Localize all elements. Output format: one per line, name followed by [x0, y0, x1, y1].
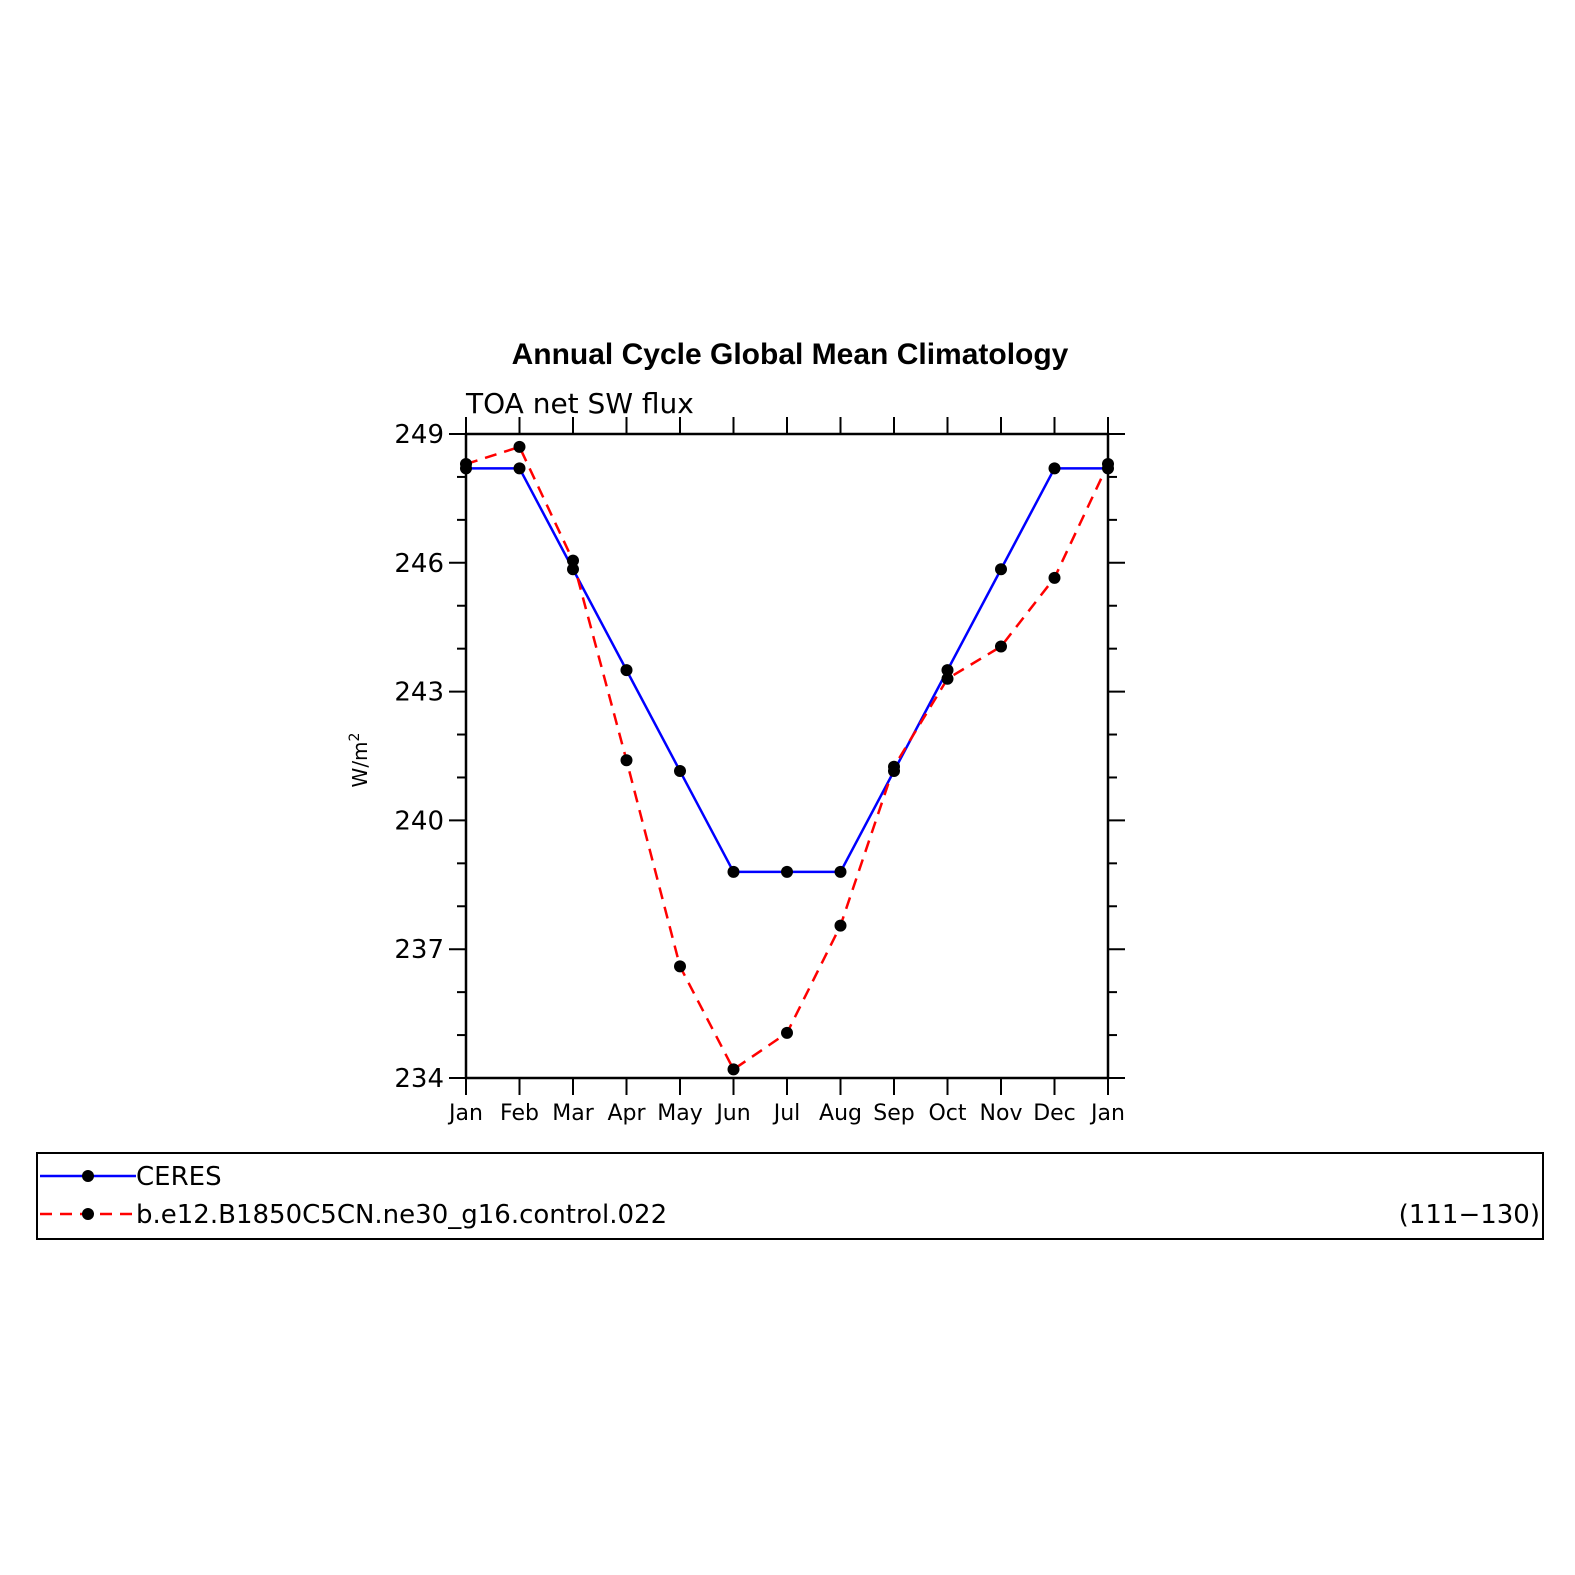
- series-2-point: [460, 458, 472, 471]
- series-1-point: [620, 664, 633, 677]
- y-tick-label: 240: [394, 806, 444, 836]
- y-axis-label-sup: 2: [347, 733, 363, 742]
- chart-subtitle: TOA net SW flux: [465, 387, 694, 420]
- series-2-point: [995, 640, 1007, 653]
- x-tick-label: Aug: [819, 1101, 862, 1126]
- legend-note: (111−130): [1399, 1200, 1540, 1230]
- y-tick-label: 249: [394, 420, 444, 450]
- y-axis-label-base: W/m: [348, 741, 372, 787]
- series-2-point: [674, 960, 686, 973]
- plot-frame: [464, 432, 1110, 1080]
- series-1-point: [781, 865, 793, 878]
- x-tick-label: Jul: [772, 1101, 801, 1126]
- x-tick-label: Jan: [1089, 1101, 1125, 1126]
- series-1-point: [995, 563, 1007, 576]
- series-lines: [465, 445, 1110, 1071]
- y-axis-label: W/m2: [347, 733, 372, 788]
- legend-marker-1: [82, 1170, 94, 1182]
- series-1-point: [513, 462, 526, 475]
- series-2-point: [567, 554, 579, 567]
- series-2-point: [513, 440, 526, 453]
- series-1-point: [674, 765, 686, 778]
- series-2-point: [1048, 571, 1061, 584]
- series-2-point: [1102, 458, 1114, 471]
- series-1-point: [727, 865, 740, 878]
- series-2-point: [834, 919, 847, 932]
- x-tick-label: Apr: [607, 1101, 646, 1126]
- x-tick-label: Mar: [552, 1101, 594, 1126]
- x-tick-label: Feb: [500, 1101, 539, 1126]
- legend-label-2: b.e12.B1850C5CN.ne30_g16.control.022: [136, 1200, 667, 1230]
- x-tick-label: Oct: [928, 1101, 966, 1126]
- legend: CERES b.e12.B1850C5CN.ne30_g16.control.02…: [36, 1152, 1544, 1240]
- series-line-1: [466, 467, 1108, 874]
- axes: 234 237 240 243 246 249 Jan Feb Mar Apr May Jun Jul A…: [394, 417, 1125, 1126]
- series-2-point: [781, 1026, 793, 1039]
- y-tick-label: 246: [394, 549, 444, 579]
- legend-marker-2: [82, 1208, 94, 1220]
- series-markers: [460, 440, 1114, 1076]
- x-tick-label: Jun: [714, 1101, 750, 1126]
- series-2-point: [620, 754, 633, 767]
- series-2-point: [888, 760, 900, 773]
- y-tick-label: 237: [394, 935, 444, 965]
- legend-box: [36, 1152, 1544, 1240]
- series-1-point: [1048, 462, 1061, 475]
- x-tick-label: Nov: [980, 1101, 1023, 1126]
- x-tick-label: Jan: [447, 1101, 483, 1126]
- x-tick-label: May: [657, 1101, 702, 1126]
- y-tick-label: 234: [394, 1064, 444, 1094]
- series-1-point: [567, 563, 579, 576]
- series-2-point: [727, 1063, 740, 1076]
- x-tick-label: Dec: [1033, 1101, 1076, 1126]
- legend-label-1: CERES: [136, 1162, 222, 1192]
- series-1-point: [834, 865, 847, 878]
- x-tick-label: Sep: [873, 1101, 914, 1126]
- series-1-point: [941, 664, 954, 677]
- series-line-2: [465, 445, 1110, 1071]
- chart-title: Annual Cycle Global Mean Climatology: [512, 338, 1069, 371]
- series-2-point: [941, 672, 954, 685]
- y-tick-label: 243: [394, 678, 444, 708]
